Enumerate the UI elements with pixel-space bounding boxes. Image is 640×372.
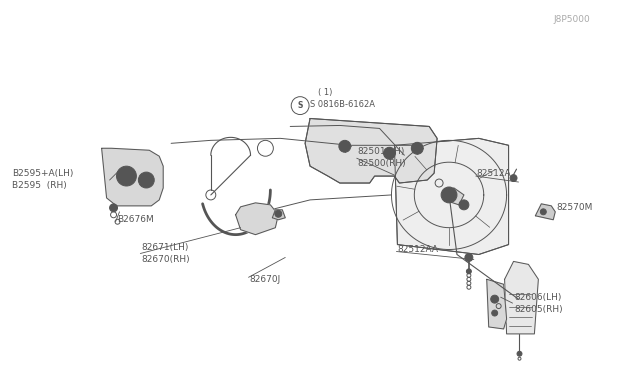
Circle shape — [492, 310, 498, 316]
Circle shape — [510, 174, 517, 182]
Circle shape — [339, 140, 351, 152]
Polygon shape — [444, 188, 464, 205]
Polygon shape — [305, 119, 437, 183]
Text: 82671(LH): 82671(LH) — [141, 243, 189, 252]
Circle shape — [275, 210, 282, 217]
Text: 82570M: 82570M — [556, 203, 593, 212]
Circle shape — [441, 187, 457, 203]
Text: J8P5000: J8P5000 — [553, 15, 590, 24]
Circle shape — [138, 172, 154, 188]
Text: 82500(RH): 82500(RH) — [358, 159, 406, 168]
Text: 82670J: 82670J — [250, 275, 281, 284]
Text: 82606(LH): 82606(LH) — [515, 293, 562, 302]
Polygon shape — [102, 148, 163, 206]
Polygon shape — [236, 203, 278, 235]
Circle shape — [109, 204, 118, 212]
Polygon shape — [487, 279, 507, 329]
Text: 82605(RH): 82605(RH) — [515, 305, 563, 314]
Text: B2595  (RH): B2595 (RH) — [12, 180, 67, 189]
Polygon shape — [394, 138, 509, 254]
Circle shape — [491, 295, 499, 303]
Circle shape — [383, 147, 396, 159]
Text: S: S — [298, 101, 303, 110]
Text: S 0816B-6162A: S 0816B-6162A — [310, 100, 375, 109]
Circle shape — [116, 166, 136, 186]
Polygon shape — [536, 204, 556, 220]
Text: 82512AA: 82512AA — [397, 245, 438, 254]
Circle shape — [459, 200, 469, 210]
Text: 82512A: 82512A — [477, 169, 511, 177]
Circle shape — [412, 142, 423, 154]
Text: B2595+A(LH): B2595+A(LH) — [12, 169, 74, 177]
Polygon shape — [504, 262, 538, 334]
Text: ( 1): ( 1) — [318, 88, 332, 97]
Circle shape — [540, 209, 547, 215]
Text: 82670(RH): 82670(RH) — [141, 255, 190, 264]
Text: B2676M: B2676M — [118, 215, 154, 224]
Circle shape — [465, 253, 473, 262]
Text: 82501(LH): 82501(LH) — [358, 147, 405, 156]
Polygon shape — [273, 210, 285, 220]
Circle shape — [517, 351, 522, 356]
Circle shape — [467, 269, 472, 274]
